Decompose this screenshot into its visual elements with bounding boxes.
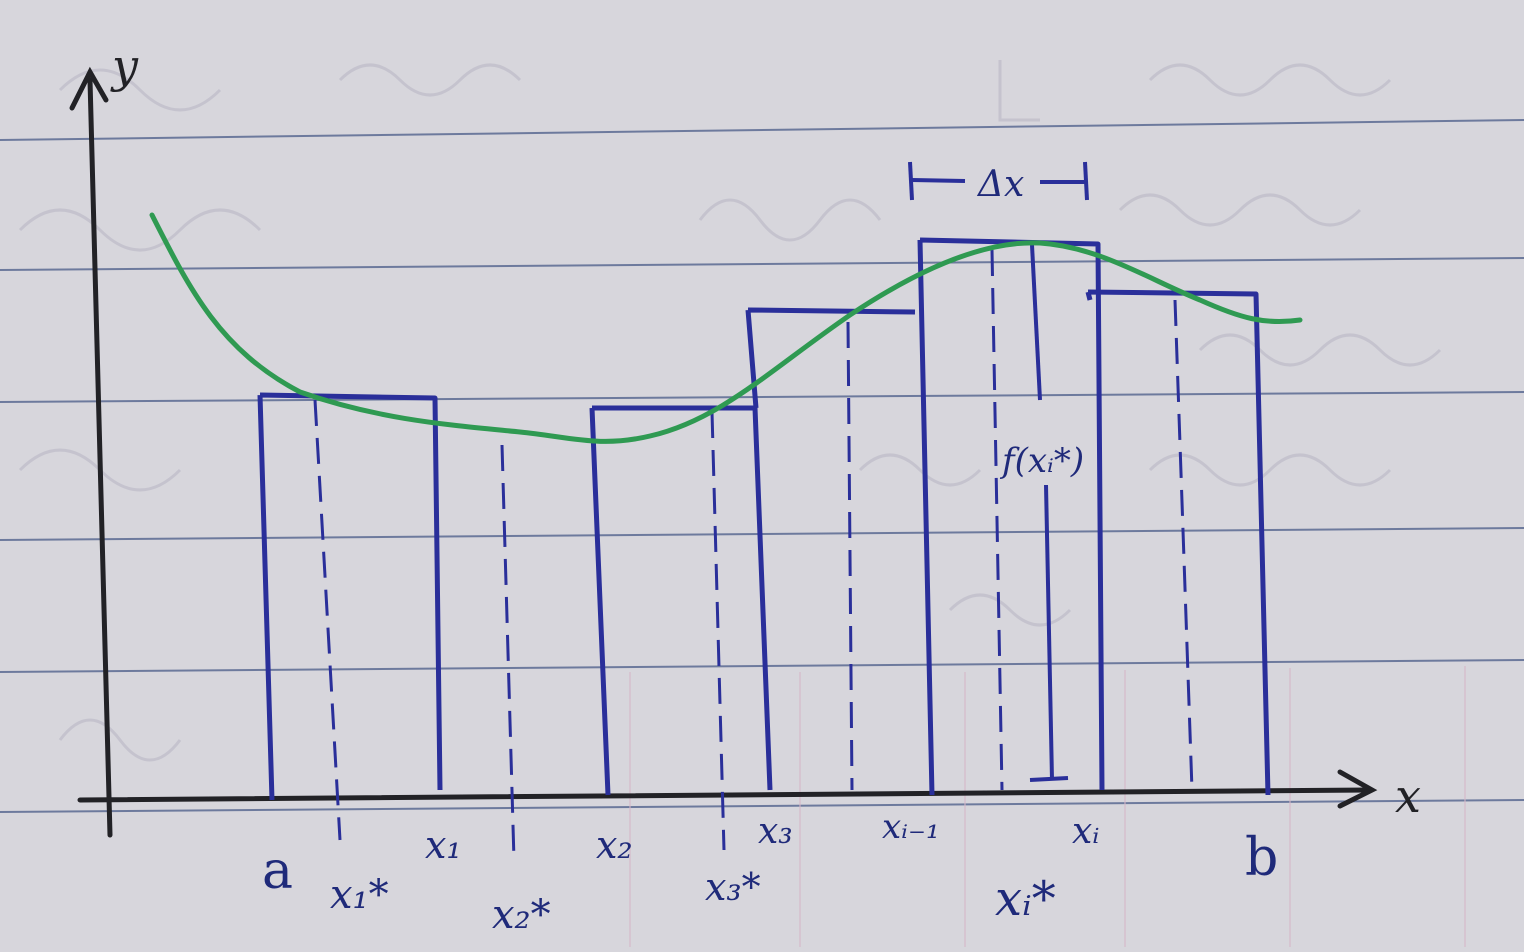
label-x3: x₃: [758, 811, 793, 852]
delta-x-label: Δx: [976, 164, 1024, 205]
x-axis-arrow: [1337, 769, 1378, 809]
rule-line: [0, 659, 1524, 673]
sample-line-1: [313, 399, 342, 841]
rectangle-last: [1085, 289, 1271, 796]
y-axis-arrow: [69, 66, 109, 111]
label-xi: xᵢ: [1072, 811, 1100, 852]
label-xi-minus-1: xᵢ₋₁: [882, 807, 940, 847]
x-axis-label: x: [1395, 769, 1421, 823]
x-axis: [77, 787, 1373, 803]
rectangle-1: [257, 392, 443, 801]
label-x1: x₁: [425, 823, 462, 867]
rule-line: [0, 391, 1524, 403]
sample-point-lines: [313, 249, 1194, 861]
label-b: b: [1245, 828, 1278, 888]
label-f-xi-star: f(xᵢ*): [999, 441, 1084, 481]
rectangle-3: [745, 307, 916, 409]
sample-line-i: [990, 249, 1004, 791]
rectangle-2: [589, 405, 773, 796]
rule-line: [0, 119, 1524, 141]
rule-line: [0, 799, 1524, 813]
y-axis: [87, 77, 113, 838]
height-marker: [1029, 244, 1069, 782]
faint-grid: [629, 666, 1466, 947]
function-curve: [149, 212, 1303, 444]
axes: [69, 66, 1378, 838]
riemann-rectangles: [257, 237, 1271, 801]
ruled-lines: [0, 119, 1524, 813]
sample-line-3: [710, 411, 726, 851]
sample-line-2: [500, 444, 516, 861]
rectangle-i: [917, 237, 1105, 796]
label-xi-star: xᵢ*: [995, 871, 1056, 927]
rule-line: [0, 257, 1524, 271]
sample-line-last: [1173, 299, 1194, 791]
delta-x-bracket: [908, 161, 1089, 201]
sample-line-4: [846, 321, 854, 791]
label-x2-star: x₂*: [492, 892, 551, 938]
label-x3-star: x₃*: [705, 865, 761, 909]
label-a: a: [262, 841, 293, 901]
faded-writing: [18, 60, 1442, 762]
label-x1-star: x₁*: [330, 872, 389, 918]
y-axis-label: y: [110, 39, 139, 93]
label-x2: x₂: [596, 823, 633, 867]
